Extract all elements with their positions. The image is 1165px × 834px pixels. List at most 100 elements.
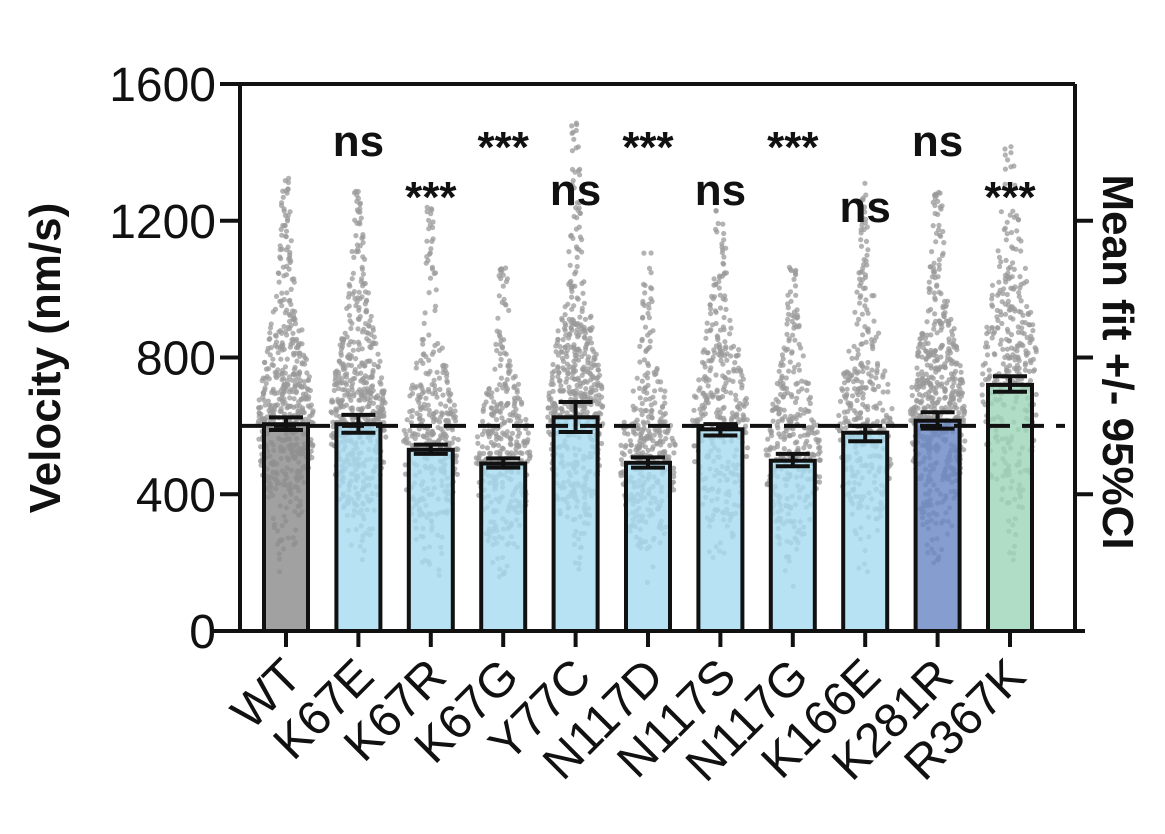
data-point [339,376,345,382]
data-point [630,427,637,433]
data-point [796,367,803,373]
data-point [846,402,852,408]
data-point [942,394,949,400]
data-point [709,322,716,328]
data-point [270,407,276,413]
data-point [342,372,348,378]
data-point [652,426,658,433]
data-point [671,470,677,476]
data-point [736,347,742,353]
data-point [938,354,944,360]
data-point [1033,412,1039,418]
data-point [265,345,271,351]
data-point [294,358,300,364]
data-point [915,353,921,359]
data-point [484,390,490,396]
data-point [496,329,503,335]
data-point [571,358,577,364]
data-point [279,232,285,238]
data-point [292,383,298,389]
data-point [658,416,664,422]
data-point [940,364,946,370]
data-point [266,376,272,382]
data-point [1003,237,1009,243]
data-point [450,412,456,418]
data-point [880,372,886,378]
data-point [439,434,445,441]
data-point [279,303,285,309]
data-point [287,312,293,318]
data-point [720,387,726,393]
data-point [660,412,667,418]
significance-label-y77c: ns [550,166,601,215]
data-point [489,405,495,411]
data-point [1018,298,1024,304]
data-point [571,213,577,220]
data-point [861,204,868,210]
data-point [936,189,942,195]
data-point [550,388,556,394]
data-point [644,390,650,396]
axes-layer [210,82,1093,647]
data-point [370,367,376,374]
data-point [383,434,389,440]
data-point [843,393,849,399]
data-point [498,375,504,381]
data-point [998,259,1004,265]
data-point [1002,152,1008,158]
data-point [920,381,926,387]
data-point [942,298,948,304]
data-point [278,298,284,304]
data-point [989,292,995,298]
data-point [812,430,818,436]
data-point [618,457,625,463]
data-point [862,274,869,280]
data-point [662,449,668,455]
data-point [863,258,869,264]
data-point [798,406,804,412]
data-point [366,403,372,409]
data-point [699,359,706,365]
data-point [498,436,504,442]
data-point [780,356,786,362]
data-point [816,479,823,485]
data-point [716,396,722,402]
data-point [765,436,771,442]
data-point [1005,270,1011,276]
data-point [515,381,522,387]
data-point [862,209,868,215]
data-point [569,148,576,154]
data-point [743,395,750,402]
data-point [281,273,287,279]
data-point [336,400,342,406]
x-tick-labels: WTK67EK67RK67GY77CN117DN117SN117GK166EK2… [222,649,1036,792]
data-point [793,292,799,298]
data-point [567,262,573,268]
data-point [640,301,646,307]
data-point [280,222,286,229]
data-point [502,350,508,356]
data-point [800,353,806,359]
data-point [516,430,523,436]
data-point [431,411,437,417]
data-point [998,209,1005,215]
data-point [732,360,738,366]
data-point [381,459,387,465]
data-point [870,381,876,387]
data-point [716,279,722,285]
data-point [489,411,495,418]
data-point [566,384,572,390]
data-point [1008,164,1014,170]
data-point [1007,274,1013,281]
data-point [453,453,460,459]
data-point [794,395,800,401]
data-point [559,406,565,412]
data-point [380,390,386,396]
data-point [853,416,859,422]
data-point [1002,181,1008,187]
data-point [291,396,297,402]
data-point [704,320,710,326]
data-point [740,412,746,418]
bar-n117d [624,460,672,633]
data-point [583,386,589,392]
